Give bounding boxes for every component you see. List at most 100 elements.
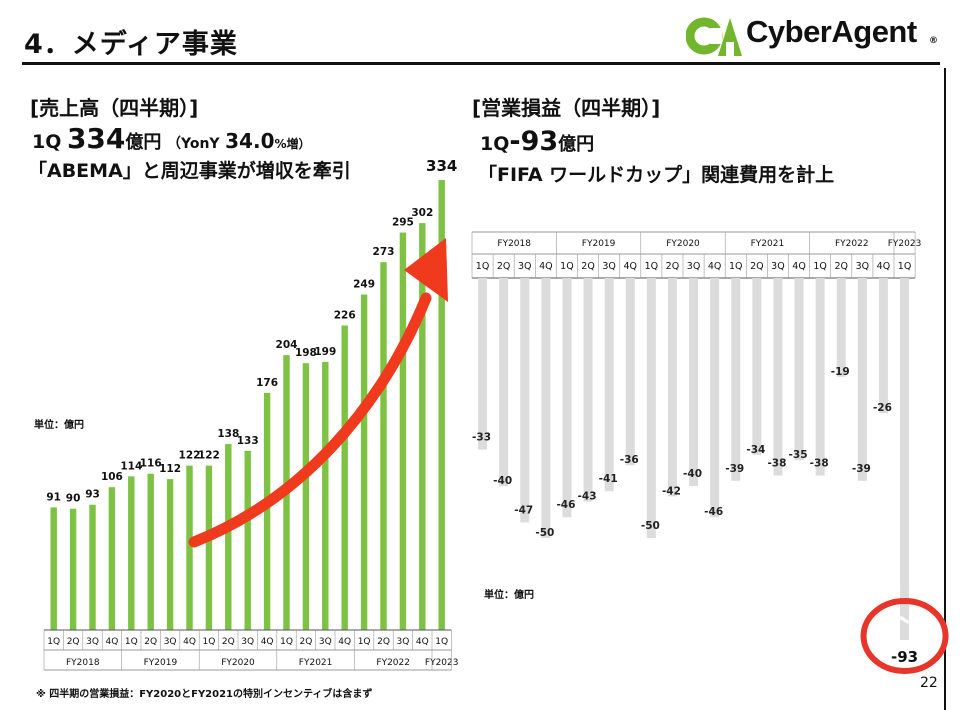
ca-logo-mark-icon (686, 17, 742, 56)
revenue-bar (128, 476, 135, 630)
revenue-quarter-tick-label: 1Q (125, 637, 138, 647)
revenue-quarter-tick-label: 1Q (358, 637, 371, 647)
revenue-data-label: 273 (373, 246, 395, 258)
revenue-heading: [売上高（四半期）] (30, 96, 199, 120)
revenue-fy-label: FY2021 (299, 658, 333, 668)
revenue-quarter-tick-label: 4Q (105, 637, 118, 647)
op-data-label: -93 (891, 648, 918, 666)
revenue-quarter-label: 1Q (32, 131, 62, 153)
revenue-quarter-tick-label: 4Q (338, 637, 351, 647)
op-quarter-tick-label: 1Q (898, 261, 912, 272)
company-logo (686, 17, 742, 56)
revenue-fy-label: FY2020 (221, 658, 255, 668)
trend-arrow-shaft (188, 292, 432, 548)
logo-registered-mark: ® (929, 36, 938, 46)
revenue-quarter-tick-label: 4Q (261, 637, 274, 647)
revenue-fy-label: FY2019 (144, 658, 178, 668)
revenue-quarter-tick-label: 2Q (222, 637, 235, 647)
op-quarter-tick-label: 2Q (750, 261, 764, 272)
op-quarter-tick-label: 1Q (729, 261, 743, 272)
op-fy-label: FY2019 (582, 239, 616, 249)
revenue-bar (302, 363, 310, 630)
op-quarter-tick-label: 3Q (687, 261, 701, 272)
revenue-bar (244, 450, 251, 630)
op-fy-label: FY2020 (666, 239, 700, 249)
revenue-bar (166, 479, 174, 630)
title-rule (22, 62, 940, 65)
op-data-label: -38 (767, 458, 786, 470)
revenue-fy-label: FY2022 (376, 658, 410, 668)
op-quarter-tick-label: 1Q (813, 261, 827, 272)
revenue-quarter-tick-label: 3Q (396, 637, 409, 647)
revenue-fy-label: FY2023 (425, 658, 459, 668)
logo-text: CyberAgent (746, 14, 917, 49)
operating-unit: 億円 (558, 134, 595, 155)
revenue-bar (50, 507, 57, 630)
revenue-quarter-tick-label: 4Q (416, 637, 429, 647)
op-quarter-tick-label: 3Q (518, 261, 532, 272)
op-data-label: -26 (873, 402, 892, 414)
revenue-bar (263, 392, 271, 630)
revenue-data-label: 138 (217, 428, 239, 440)
op-quarter-tick-label: 3Q (856, 261, 870, 272)
op-bar (878, 278, 888, 414)
op-bar (857, 278, 867, 481)
op-data-label: -42 (662, 485, 681, 497)
revenue-quarter-tick-label: 2Q (67, 637, 80, 647)
page-number: 22 (920, 675, 938, 691)
revenue-yoy-value: 34.0 (225, 129, 275, 153)
revenue-data-label: 133 (237, 435, 259, 447)
op-data-label: -33 (472, 432, 491, 444)
op-data-label: -19 (831, 366, 850, 378)
revenue-unit-label: 単位：億円 (34, 420, 84, 431)
revenue-quarter-tick-label: 2Q (377, 637, 390, 647)
revenue-data-label: 199 (314, 346, 336, 358)
op-bar (604, 278, 614, 492)
op-bar (667, 278, 677, 497)
op-data-label: -50 (535, 527, 554, 539)
op-data-label: -34 (746, 444, 765, 456)
revenue-quarter-tick-label: 3Q (319, 637, 332, 647)
op-data-label: -50 (641, 520, 660, 532)
revenue-data-label: 249 (353, 279, 375, 291)
operating-subtitle: 「FIFA ワールドカップ」関連費用を計上 (478, 164, 835, 186)
op-quarter-tick-label: 2Q (581, 261, 595, 272)
revenue-bar (419, 223, 426, 630)
operating-unit-label: 単位：億円 (484, 590, 534, 601)
revenue-quarter-tick-label: 1Q (202, 637, 215, 647)
revenue-data-label: 106 (101, 471, 123, 483)
op-bar (499, 278, 509, 486)
operating-heading: [営業損益（四半期）] (472, 96, 661, 120)
op-bar (562, 278, 572, 518)
revenue-data-label: 91 (46, 491, 61, 503)
op-data-label: -39 (852, 463, 871, 475)
slide-title: 4．メディア事業 (24, 29, 238, 60)
operating-value: -93 (509, 126, 559, 157)
op-quarter-tick-label: 3Q (602, 261, 616, 272)
op-bar (583, 278, 593, 502)
op-fy-label: FY2018 (497, 239, 531, 249)
op-bar (520, 278, 530, 523)
op-axis-break-icon (895, 616, 914, 624)
op-data-label: -35 (789, 449, 808, 461)
revenue-data-label: 176 (256, 377, 278, 389)
revenue-bar (380, 262, 387, 630)
op-data-label: -47 (514, 504, 533, 516)
revenue-bar (341, 325, 348, 630)
revenue-data-label: 198 (295, 347, 317, 359)
revenue-subtitle: 「ABEMA」と周辺事業が増収を牽引 (28, 160, 351, 182)
op-bar (752, 278, 762, 455)
op-quarter-tick-label: 3Q (771, 261, 785, 272)
revenue-data-label: 334 (426, 157, 457, 175)
revenue-fy-label: FY2018 (66, 658, 100, 668)
revenue-yoy-unit: %増） (274, 137, 311, 151)
revenue-bar (438, 180, 445, 630)
revenue-value: 334 (66, 122, 126, 155)
op-bar (815, 278, 825, 476)
revenue-bar (108, 487, 116, 630)
revenue-quarter-tick-label: 3Q (86, 637, 99, 647)
op-data-label: -36 (620, 454, 639, 466)
op-data-label: -46 (556, 499, 575, 511)
op-quarter-tick-label: 2Q (497, 261, 511, 272)
revenue-quarter-tick-label: 1Q (280, 637, 293, 647)
